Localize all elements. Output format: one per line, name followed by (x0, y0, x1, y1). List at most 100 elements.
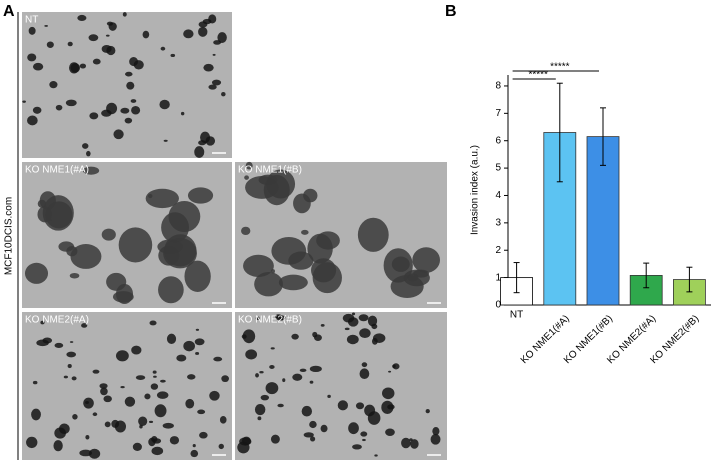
cell-blob (124, 117, 133, 124)
cell-blob (312, 331, 318, 338)
cell-blob (151, 446, 164, 456)
cell-blob (67, 364, 72, 369)
cell-blob (27, 115, 38, 126)
cell-blob (301, 405, 313, 417)
cell-blob (360, 431, 368, 437)
image-label: KO NME2(#B) (238, 315, 302, 326)
image-label: KO NME1(#B) (238, 165, 302, 176)
cell-blob (385, 428, 395, 436)
cell-blob (371, 323, 378, 330)
cell-blob (278, 274, 308, 291)
cell-blob (221, 92, 226, 97)
cell-blob (125, 71, 133, 77)
cell-blob (92, 58, 101, 65)
cell-blob (118, 227, 153, 263)
cell-blob (169, 436, 180, 445)
cell-blob (152, 438, 162, 444)
error-bar (513, 262, 520, 294)
cell-blob (362, 438, 366, 442)
cell-blob (260, 394, 270, 401)
y-tick-label: 2 (495, 245, 501, 256)
micrograph (22, 312, 232, 460)
cell-blob (138, 416, 148, 427)
cell-blob (99, 383, 108, 389)
side-label: MCF10DCIS.com (4, 197, 15, 275)
cell-blob (293, 193, 311, 214)
cell-blob (203, 63, 214, 72)
cell-blob (195, 352, 200, 355)
cell-blob (388, 370, 392, 373)
cell-blob (320, 324, 325, 327)
cell-blob (132, 442, 142, 451)
cell-blob (88, 34, 99, 42)
cell-blob (72, 414, 78, 420)
cell-blob (412, 247, 440, 273)
cell-blob (40, 320, 45, 325)
cell-blob (163, 139, 168, 142)
cell-blob (208, 84, 217, 90)
cell-blob (185, 398, 195, 409)
cell-blob (361, 362, 368, 368)
cell-blob (183, 340, 195, 352)
cell-blob (120, 386, 125, 389)
cell-blob (131, 105, 141, 115)
cell-blob (28, 26, 36, 35)
cell-blob (69, 272, 80, 279)
cell-blob (27, 53, 37, 62)
cell-blob (255, 316, 260, 320)
cell-blob (241, 226, 251, 236)
cell-blob (303, 432, 314, 438)
cell-blob (270, 434, 280, 444)
cell-blob (277, 403, 284, 408)
error-bar (643, 262, 650, 289)
cell-blob (254, 271, 283, 297)
cell-blob (162, 422, 174, 429)
cell-blob (170, 53, 176, 57)
cell-blob (221, 375, 229, 383)
cell-blob (144, 393, 151, 400)
cell-blob (348, 422, 359, 435)
cell-blob (106, 272, 127, 291)
cell-blob (176, 354, 187, 362)
cell-blob (63, 375, 68, 379)
cell-blob (213, 356, 223, 362)
cell-blob (139, 424, 143, 429)
image-label: KO NME2(#A) (25, 315, 89, 326)
cell-blob (194, 146, 205, 158)
cell-blob (79, 63, 87, 69)
cell-blob (198, 26, 208, 37)
cell-blob (46, 41, 54, 48)
cell-blob (53, 440, 63, 452)
cell-blob (383, 248, 413, 283)
cell-blob (280, 317, 284, 321)
cell-blob (382, 387, 395, 400)
panel-label: B (445, 3, 457, 20)
cell-blob (100, 387, 108, 396)
cell-blob (160, 379, 166, 383)
cell-blob (373, 333, 386, 343)
cell-blob (392, 363, 400, 370)
cell-blob (24, 262, 49, 284)
cell-blob (288, 251, 314, 270)
significance-label: ***** (528, 70, 548, 81)
cell-blob (85, 435, 90, 440)
cell-blob (217, 32, 227, 43)
cell-blob (131, 345, 142, 355)
error-bar (556, 82, 563, 183)
cell-blob (346, 334, 359, 345)
cell-blob (122, 12, 127, 17)
cell-blob (269, 364, 275, 369)
cell-blob (135, 375, 146, 380)
cell-blob (241, 436, 251, 446)
cell-blob (310, 436, 316, 442)
error-bar (686, 266, 693, 293)
cell-blob (209, 390, 220, 401)
cell-blob (88, 448, 101, 459)
cell-blob (320, 424, 328, 433)
cell-blob (166, 333, 177, 344)
cell-blob (77, 14, 87, 22)
cell-blob (430, 434, 441, 445)
cell-blob (180, 111, 185, 116)
cell-blob (351, 312, 356, 316)
y-axis-label: Invasion index (a.u.) (470, 145, 481, 235)
